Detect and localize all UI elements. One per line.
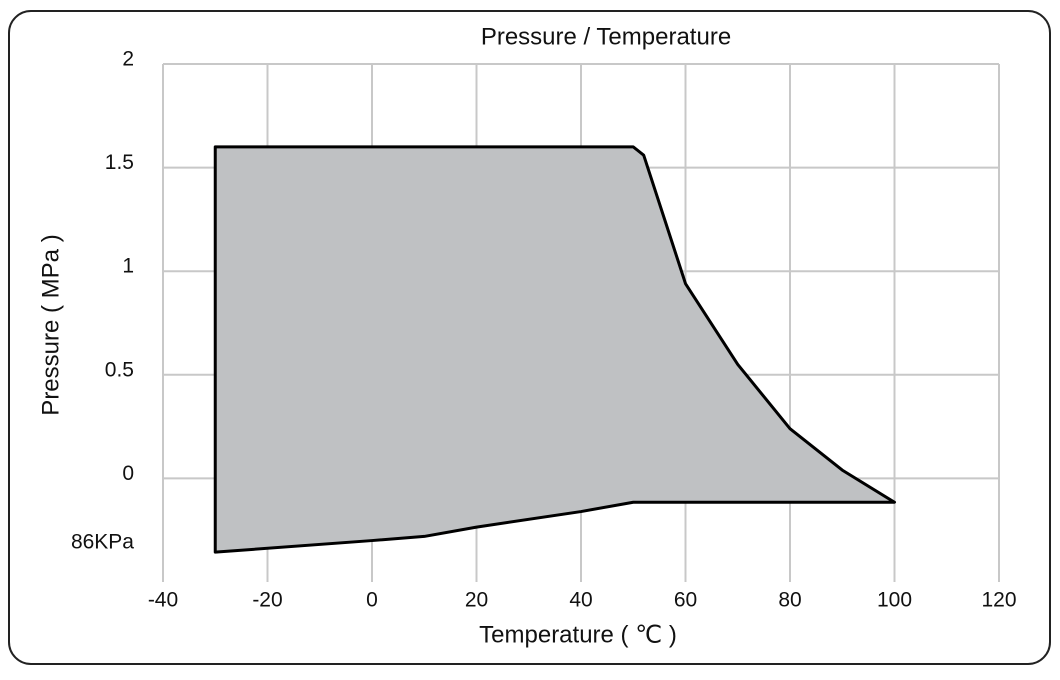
y-tick-label: 1	[122, 255, 134, 278]
x-tick-label: -20	[252, 589, 282, 612]
x-tick-label: 100	[877, 589, 912, 612]
chart-title: Pressure / Temperature	[481, 23, 731, 50]
y-tick-label: 0.5	[105, 358, 134, 381]
y-tick-label: 2	[122, 48, 134, 71]
area	[213, 145, 896, 554]
y-tick-label: 1.5	[105, 151, 134, 174]
y-tick-label: 0	[122, 462, 134, 485]
x-tick-label: 80	[778, 589, 801, 612]
x-tick-label: -40	[148, 589, 178, 612]
x-axis-label: Temperature ( ℃ )	[479, 621, 677, 648]
x-tick-label: 60	[674, 589, 697, 612]
y-axis-label: Pressure ( MPa )	[37, 234, 64, 415]
x-tick-label: 20	[465, 589, 488, 612]
x-tick-label: 120	[981, 589, 1016, 612]
x-tick-label: 0	[366, 589, 378, 612]
y-tick-label: 86KPa	[71, 530, 134, 553]
x-tick-label: 40	[569, 589, 592, 612]
